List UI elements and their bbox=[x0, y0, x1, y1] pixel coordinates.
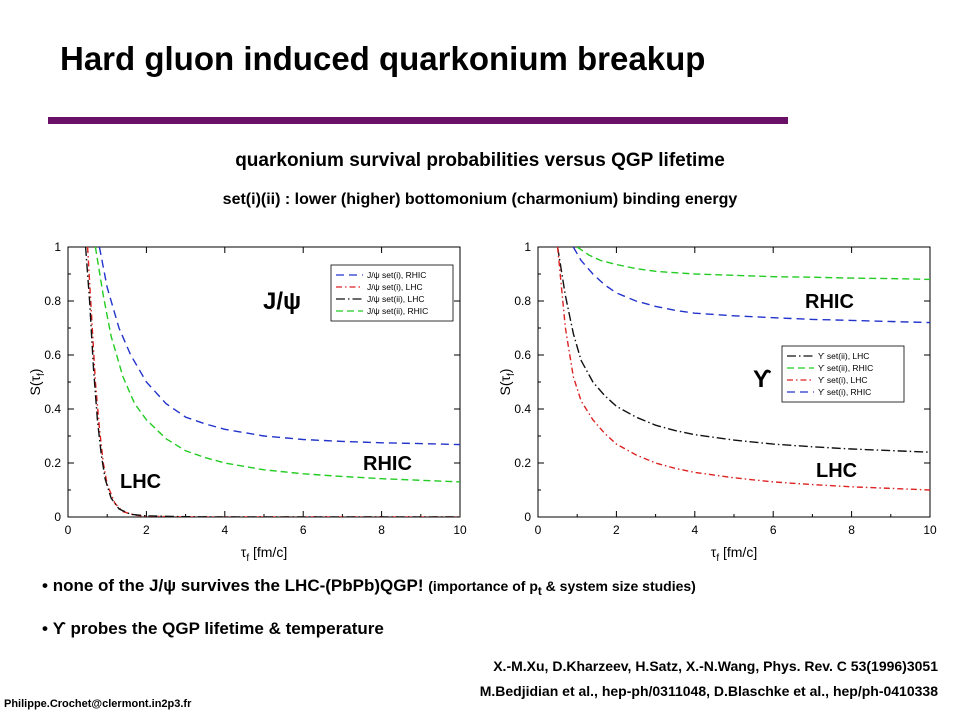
x-tick-label: 2 bbox=[143, 523, 150, 537]
series-line bbox=[572, 247, 930, 324]
bullet-upsilon-text: ϒ probes the QGP lifetime & temperature bbox=[52, 619, 384, 638]
x-tick-label: 10 bbox=[453, 523, 467, 537]
y-tick-label: 0.8 bbox=[44, 294, 61, 308]
x-tick-label: 8 bbox=[378, 523, 385, 537]
series-line bbox=[94, 247, 460, 483]
annotation-label: J/ψ bbox=[263, 288, 301, 315]
slide-title: Hard gluon induced quarkonium breakup bbox=[60, 40, 706, 77]
y-tick-label: 0.4 bbox=[44, 402, 61, 416]
note-pre: (importance of p bbox=[428, 578, 538, 594]
note-sub: t bbox=[537, 584, 542, 598]
legend-label: J/ψ set(ii), RHIC bbox=[367, 306, 428, 316]
y-axis-label: S(τf) bbox=[497, 369, 517, 396]
annotation-label: LHC bbox=[120, 471, 161, 493]
x-tick-label: 10 bbox=[923, 523, 937, 537]
y-tick-label: 0 bbox=[524, 510, 531, 524]
x-tick-label: 4 bbox=[221, 523, 228, 537]
series-line bbox=[556, 247, 930, 453]
y-tick-label: 1 bbox=[54, 240, 61, 254]
y-axis-label: S(τf) bbox=[27, 369, 47, 396]
x-tick-label: 0 bbox=[535, 523, 542, 537]
x-tick-label: 8 bbox=[848, 523, 855, 537]
series-line bbox=[556, 247, 930, 491]
chart-upsilon: 0 2 4 6 8 10 0 0.2 0.4 0.6 0.8 1 τf [fm/c] S(τf) ϒ set… bbox=[497, 240, 937, 564]
y-tick-label: 0.8 bbox=[514, 294, 531, 308]
series-line bbox=[86, 247, 460, 517]
y-tick-label: 0.4 bbox=[514, 402, 531, 416]
bullet-jpsi-text: none of the J/ψ survives the LHC-(PbPb)Q… bbox=[52, 576, 424, 595]
legend-box bbox=[781, 345, 905, 403]
reference-1: X.-M.Xu, D.Kharzeev, H.Satz, X.-N.Wang, … bbox=[493, 658, 938, 674]
legend-label: ϒ set(i), RHIC bbox=[818, 387, 871, 397]
y-tick-label: 0.6 bbox=[44, 348, 61, 362]
y-tick-label: 0.6 bbox=[514, 348, 531, 362]
x-tick-label: 0 bbox=[65, 523, 72, 537]
series-line bbox=[84, 247, 460, 517]
bullet-upsilon: • ϒ probes the QGP lifetime & temperatur… bbox=[42, 619, 384, 639]
x-tick-label: 2 bbox=[613, 523, 620, 537]
legend-label: J/ψ set(i), RHIC bbox=[367, 270, 426, 280]
legend-box bbox=[330, 264, 454, 322]
x-tick-label: 6 bbox=[300, 523, 307, 537]
x-axis-label: τf [fm/c] bbox=[241, 544, 287, 564]
y-tick-label: 0.2 bbox=[514, 456, 531, 470]
y-tick-label: 0 bbox=[54, 510, 61, 524]
series-line bbox=[98, 247, 460, 446]
legend-label: ϒ set(ii), LHC bbox=[818, 351, 869, 361]
reference-2: M.Bedjidian et al., hep-ph/0311048, D.Bl… bbox=[479, 683, 938, 699]
note-post: & system size studies) bbox=[541, 578, 696, 594]
subtitle-survival: quarkonium survival probabilities versus… bbox=[235, 150, 725, 171]
x-tick-label: 4 bbox=[691, 523, 698, 537]
x-tick-label: 6 bbox=[770, 523, 777, 537]
y-tick-label: 0.2 bbox=[44, 456, 61, 470]
bullet-glyph: • bbox=[42, 619, 48, 638]
author-email: Philippe.Crochet@clermont.in2p3.fr bbox=[4, 698, 192, 710]
bullet-jpsi-note: (importance of pt & system size studies) bbox=[428, 578, 696, 598]
subtitle-binding-energy: set(i)(ii) : lower (higher) bottomonium … bbox=[222, 191, 738, 208]
annotation-label: RHIC bbox=[363, 453, 412, 475]
legend-label: J/ψ set(i), LHC bbox=[367, 282, 423, 292]
bullet-glyph: • bbox=[42, 576, 48, 595]
annotation-label: ϒ bbox=[753, 366, 772, 393]
title-rule bbox=[48, 117, 788, 124]
legend-label: J/ψ set(ii), LHC bbox=[367, 294, 425, 304]
legend-label: ϒ set(ii), RHIC bbox=[818, 363, 873, 373]
chart-jpsi: 0 2 4 6 8 10 0 0.2 0.4 0.6 0.8 1 τf [fm/c] S(τf) J/ψ s… bbox=[27, 240, 467, 564]
series-line bbox=[576, 247, 930, 281]
bullet-jpsi: • none of the J/ψ survives the LHC-(PbPb… bbox=[42, 576, 696, 598]
x-axis-label: τf [fm/c] bbox=[711, 544, 757, 564]
y-tick-label: 1 bbox=[524, 240, 531, 254]
annotation-label: LHC bbox=[816, 460, 857, 482]
annotation-label: RHIC bbox=[805, 291, 854, 313]
legend-label: ϒ set(i), LHC bbox=[818, 375, 868, 385]
